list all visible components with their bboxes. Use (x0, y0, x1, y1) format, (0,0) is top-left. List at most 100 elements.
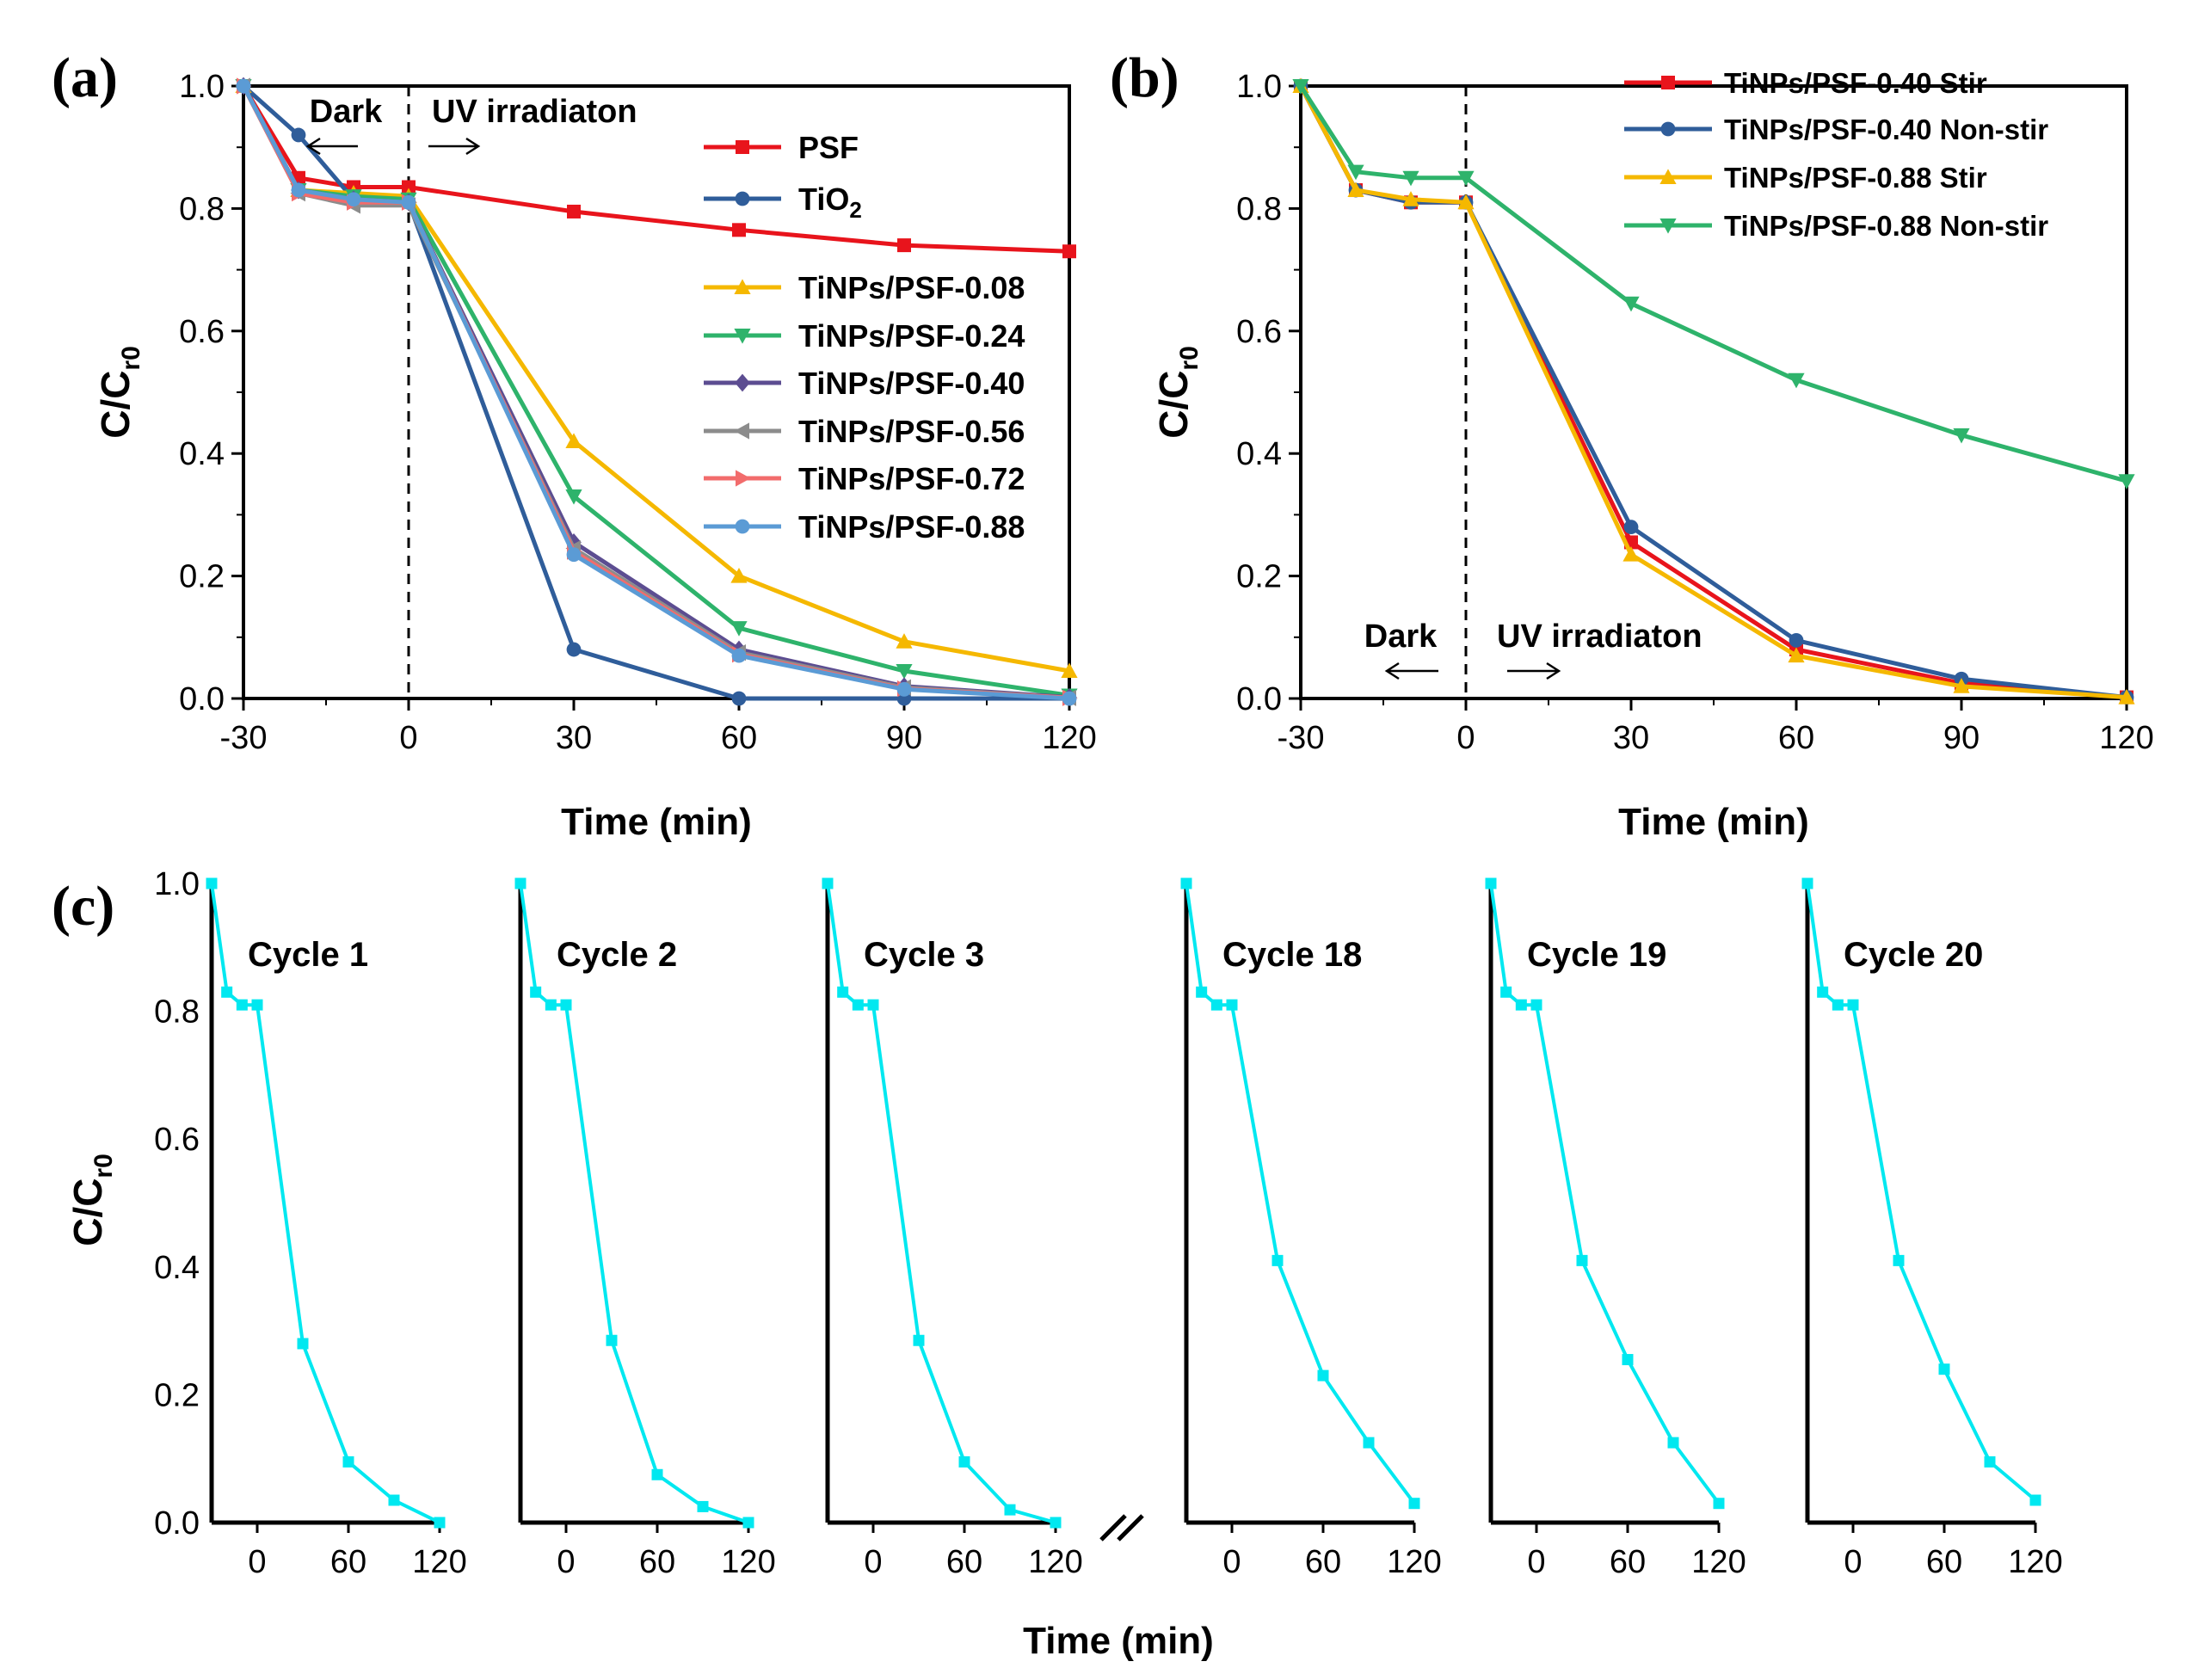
x-tick-label: 60 (1778, 720, 1814, 756)
x-tick-label: -30 (220, 720, 268, 756)
x-tick-label: 0 (557, 1544, 575, 1580)
panel-a-ticks: -30 0 30 60 90 120 0.0 0.2 0.4 0.6 0.8 1.0 (179, 69, 1097, 756)
cycle-subplot: 0 60 120 Cycle 18 (1180, 877, 1442, 1580)
y-tick-label: 0.8 (179, 191, 225, 227)
x-tick-label: 60 (721, 720, 757, 756)
x-tick-label: 120 (1691, 1544, 1746, 1580)
data-point (251, 999, 263, 1011)
x-tick-label: 90 (1943, 720, 1980, 756)
x-tick-label: 0 (1527, 1544, 1545, 1580)
data-point (1062, 244, 1076, 259)
series-line-tinps-psf-0-88-stir (1298, 84, 2127, 700)
data-point (730, 568, 748, 583)
cycle-label: Cycle 20 (1844, 936, 1983, 974)
data-point (1713, 1498, 1725, 1510)
panel-b-plot (1292, 77, 2135, 705)
y-tick-label: 0.4 (179, 436, 225, 472)
panel-c-ylabel: C/Cr0 (65, 1154, 118, 1246)
y-tick-label: 0.6 (154, 1122, 200, 1158)
data-point (1622, 296, 1640, 312)
x-tick-label: 0 (1456, 720, 1475, 756)
cycle-line (826, 883, 1056, 1524)
data-point (565, 433, 582, 448)
data-point (1801, 877, 1813, 889)
data-point (1317, 1369, 1329, 1382)
data-point (731, 691, 747, 706)
legend-marker (735, 191, 750, 206)
data-point (2029, 1494, 2041, 1506)
panel-label-a: (a) (52, 46, 118, 109)
panel-a-legend: PSF TiO2 TiNPs/PSF-0.08 TiNPs/PSF-0.24 TiNPs… (704, 130, 1025, 545)
x-tick-label: 60 (639, 1544, 675, 1580)
panel-c-yaxis: 0.0 0.2 0.4 0.6 0.8 1.0 (154, 866, 200, 1542)
cycle-subplot: 0 60 120 Cycle 19 (1485, 877, 1746, 1580)
x-tick-label: 0 (864, 1544, 882, 1580)
x-tick-label: 30 (1613, 720, 1649, 756)
data-point (651, 1468, 663, 1480)
y-tick-label: 1.0 (179, 69, 225, 105)
data-point (1347, 182, 1364, 198)
data-point (346, 192, 361, 207)
data-point (567, 204, 581, 218)
data-point (896, 681, 912, 697)
data-point (732, 223, 746, 237)
cycle-line (1806, 883, 2037, 1502)
data-point (560, 999, 572, 1011)
x-tick-label: 120 (1042, 720, 1096, 756)
data-point (730, 621, 748, 637)
data-point (1622, 1354, 1634, 1366)
legend-label: TiO2 (798, 182, 862, 223)
cycle-label: Cycle 18 (1222, 936, 1362, 974)
x-tick-label: 60 (1610, 1544, 1646, 1580)
data-point (565, 489, 582, 505)
legend-marker (734, 279, 751, 294)
legend-marker (734, 422, 749, 440)
axis-break-mark (1099, 1514, 1144, 1542)
y-tick-label: 0.6 (1236, 314, 1282, 350)
legend-label: TiNPs/PSF-0.40 Stir (1724, 67, 1987, 99)
data-point (1953, 678, 1970, 693)
x-tick-label: 60 (946, 1544, 982, 1580)
data-point (1788, 647, 1805, 663)
data-point (1226, 999, 1238, 1011)
data-point (221, 986, 233, 998)
data-point (1004, 1504, 1016, 1516)
data-point (1180, 877, 1192, 889)
cycle-label: Cycle 2 (557, 936, 677, 974)
data-point (401, 194, 416, 210)
data-point (1271, 1254, 1284, 1266)
data-point (958, 1455, 970, 1468)
series-line-tinps-psf-0-88-non-stir (1298, 84, 2127, 483)
data-point (896, 663, 913, 680)
data-point (896, 633, 913, 649)
x-tick-label: 60 (330, 1544, 366, 1580)
cycle-subplot: 0 60 120 Cycle 3 (822, 877, 1083, 1580)
data-point (388, 1494, 400, 1506)
panel-b-dark-arrow (1384, 662, 1438, 680)
panel-b-uv-label: UV irradiaton (1497, 618, 1702, 655)
data-point (837, 986, 849, 998)
y-tick-label: 0.6 (179, 314, 225, 350)
data-point (822, 877, 834, 889)
cycle-subplot: 0 60 120 Cycle 2 (514, 877, 776, 1580)
panel-b-xlabel: Time (min) (1618, 801, 1809, 843)
x-tick-label: 30 (556, 720, 592, 756)
data-point (606, 1334, 618, 1346)
x-tick-label: 120 (2008, 1544, 2062, 1580)
panel-a-dark-label: Dark (310, 94, 383, 130)
x-tick-label: 60 (1305, 1544, 1341, 1580)
legend-marker (735, 519, 750, 534)
legend-label: PSF (798, 130, 859, 165)
legend-marker (1661, 76, 1675, 89)
data-point (530, 986, 542, 998)
data-point (2118, 688, 2135, 705)
data-point (867, 999, 879, 1011)
data-point (566, 533, 582, 551)
legend-label: TiNPs/PSF-0.72 (798, 461, 1025, 496)
data-point (1817, 986, 1829, 998)
legend-label: TiNPs/PSF-0.24 (798, 318, 1025, 354)
panel-a-uv-arrow (428, 137, 481, 156)
data-point (1485, 877, 1497, 889)
x-tick-label: 0 (1844, 1544, 1862, 1580)
